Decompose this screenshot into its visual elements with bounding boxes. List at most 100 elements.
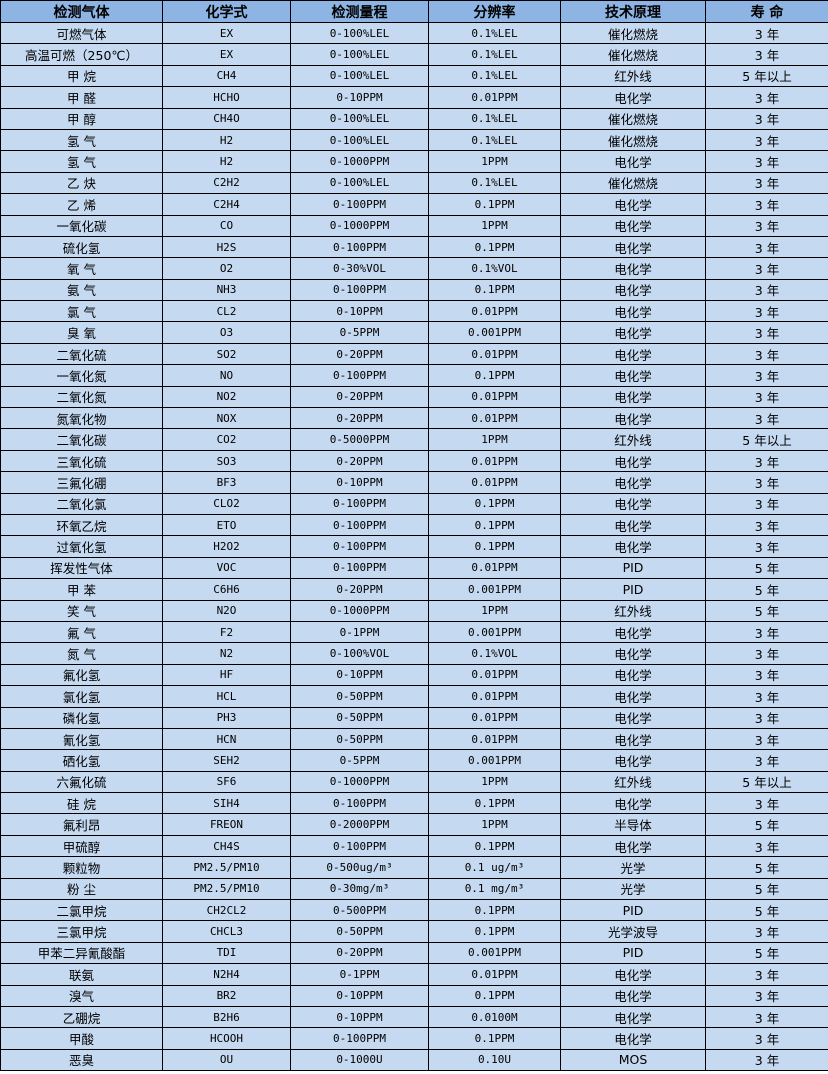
table-row: 溴气 BR2 0-10PPM 0.1PPM 电化学 3 年: [0, 984, 828, 1007]
cell-range: 0-50PPM: [290, 727, 429, 751]
table-row: 环氧乙烷 ETO 0-100PPM 0.1PPM 电化学 3 年: [0, 513, 828, 537]
cell-formula: HCL: [162, 685, 291, 708]
cell-formula: SEH2: [162, 749, 291, 772]
cell-resolution: 0.1%VOL: [428, 257, 561, 280]
cell-lifespan: 3 年: [705, 1027, 828, 1050]
cell-range: 0-100PPM: [290, 834, 429, 858]
table-row: 氟利昂 FREON 0-2000PPM 1PPM 半导体 5 年: [0, 813, 828, 836]
cell-lifespan: 3 年: [705, 364, 828, 387]
table-row: 二氯甲烷 CH2CL2 0-500PPM 0.1PPM PID 5 年: [0, 899, 828, 922]
cell-gas-name: 磷化氢: [0, 706, 163, 729]
table-row: 恶臭 OU 0-1000U 0.10U MOS 3 年: [0, 1048, 828, 1072]
cell-principle: 电化学: [560, 642, 706, 665]
cell-range: 0-20PPM: [290, 449, 429, 473]
cell-resolution: 0.01PPM: [428, 449, 561, 473]
cell-formula: C6H6: [162, 578, 291, 601]
cell-lifespan: 5 年: [705, 599, 828, 622]
cell-lifespan: 3 年: [705, 171, 828, 195]
cell-gas-name: 硅 烷: [0, 792, 163, 815]
header-range: 检测量程: [290, 0, 429, 23]
cell-gas-name: 一氧化氮: [0, 364, 163, 387]
table-row: 氮 气 N2 0-100%VOL 0.1%VOL 电化学 3 年: [0, 642, 828, 665]
cell-range: 0-1000PPM: [290, 599, 429, 622]
cell-formula: HCN: [162, 727, 291, 751]
cell-lifespan: 3 年: [705, 834, 828, 858]
cell-lifespan: 3 年: [705, 620, 828, 644]
table-row: 氢 气 H2 0-100%LEL 0.1%LEL 催化燃烧 3 年: [0, 128, 828, 152]
cell-resolution: 0.01PPM: [428, 86, 561, 109]
cell-resolution: 0.1PPM: [428, 364, 561, 387]
table-row: 氟化氢 HF 0-10PPM 0.01PPM 电化学 3 年: [0, 663, 828, 687]
cell-range: 0-20PPM: [290, 578, 429, 601]
cell-lifespan: 5 年: [705, 578, 828, 601]
cell-principle: 电化学: [560, 535, 706, 558]
table-row: 甲硫醇 CH4S 0-100PPM 0.1PPM 电化学 3 年: [0, 834, 828, 858]
cell-gas-name: 二氧化硫: [0, 342, 163, 366]
cell-range: 0-10PPM: [290, 1005, 429, 1029]
cell-resolution: 0.01PPM: [428, 300, 561, 323]
cell-range: 0-100PPM: [290, 1027, 429, 1050]
cell-formula: C2H4: [162, 193, 291, 216]
cell-gas-name: 甲 醇: [0, 107, 163, 130]
cell-formula: HCOOH: [162, 1027, 291, 1050]
cell-range: 0-20PPM: [290, 407, 429, 430]
table-row: 过氧化氢 H2O2 0-100PPM 0.1PPM 电化学 3 年: [0, 535, 828, 558]
cell-lifespan: 3 年: [705, 513, 828, 537]
cell-principle: 电化学: [560, 492, 706, 515]
cell-principle: 电化学: [560, 235, 706, 259]
cell-gas-name: 甲 醛: [0, 86, 163, 109]
cell-formula: ETO: [162, 513, 291, 537]
cell-formula: PM2.5/PM10: [162, 856, 291, 879]
cell-range: 0-100%LEL: [290, 43, 429, 66]
cell-range: 0-100%LEL: [290, 21, 429, 45]
cell-lifespan: 3 年: [705, 663, 828, 687]
cell-principle: 电化学: [560, 727, 706, 751]
cell-lifespan: 3 年: [705, 407, 828, 430]
cell-range: 0-1000U: [290, 1048, 429, 1072]
cell-formula: OU: [162, 1048, 291, 1072]
cell-principle: 电化学: [560, 342, 706, 366]
cell-lifespan: 3 年: [705, 471, 828, 494]
cell-principle: 红外线: [560, 428, 706, 451]
table-row: 氧 气 O2 0-30%VOL 0.1%VOL 电化学 3 年: [0, 257, 828, 280]
table-row: 甲 烷 CH4 0-100%LEL 0.1%LEL 红外线 5 年以上: [0, 64, 828, 88]
cell-lifespan: 3 年: [705, 1005, 828, 1029]
cell-formula: NH3: [162, 278, 291, 302]
table-row: 臭 氧 O3 0-5PPM 0.001PPM 电化学 3 年: [0, 321, 828, 344]
table-row: 乙硼烷 B2H6 0-10PPM 0.0100M 电化学 3 年: [0, 1005, 828, 1029]
cell-lifespan: 5 年以上: [705, 770, 828, 794]
cell-gas-name: 甲硫醇: [0, 834, 163, 858]
cell-gas-name: 环氧乙烷: [0, 513, 163, 537]
cell-resolution: 0.01PPM: [428, 385, 561, 409]
cell-gas-name: 氰化氢: [0, 727, 163, 751]
cell-resolution: 0.1PPM: [428, 235, 561, 259]
cell-gas-name: 氢 气: [0, 150, 163, 173]
cell-formula: N2O: [162, 599, 291, 622]
cell-range: 0-100%LEL: [290, 171, 429, 195]
cell-range: 0-50PPM: [290, 706, 429, 729]
cell-principle: 电化学: [560, 792, 706, 815]
cell-principle: 电化学: [560, 749, 706, 772]
cell-range: 0-100%LEL: [290, 107, 429, 130]
header-resolution: 分辨率: [428, 0, 561, 23]
cell-formula: N2: [162, 642, 291, 665]
cell-lifespan: 5 年: [705, 941, 828, 965]
cell-lifespan: 5 年: [705, 899, 828, 922]
cell-resolution: 0.1 ug/m³: [428, 856, 561, 879]
cell-range: 0-100PPM: [290, 235, 429, 259]
table-row: 联氨 N2H4 0-1PPM 0.01PPM 电化学 3 年: [0, 963, 828, 986]
cell-principle: PID: [560, 578, 706, 601]
cell-formula: C2H2: [162, 171, 291, 195]
table-row: 甲 醇 CH4O 0-100%LEL 0.1%LEL 催化燃烧 3 年: [0, 107, 828, 130]
cell-gas-name: 氮 气: [0, 642, 163, 665]
cell-principle: 电化学: [560, 321, 706, 344]
cell-lifespan: 3 年: [705, 449, 828, 473]
cell-lifespan: 3 年: [705, 642, 828, 665]
cell-resolution: 0.01PPM: [428, 963, 561, 986]
cell-range: 0-5000PPM: [290, 428, 429, 451]
table-row: 磷化氢 PH3 0-50PPM 0.01PPM 电化学 3 年: [0, 706, 828, 729]
cell-principle: 电化学: [560, 407, 706, 430]
table-header-row: 检测气体 化学式 检测量程 分辨率 技术原理寿 命: [0, 0, 828, 23]
cell-gas-name: 二氧化氯: [0, 492, 163, 515]
